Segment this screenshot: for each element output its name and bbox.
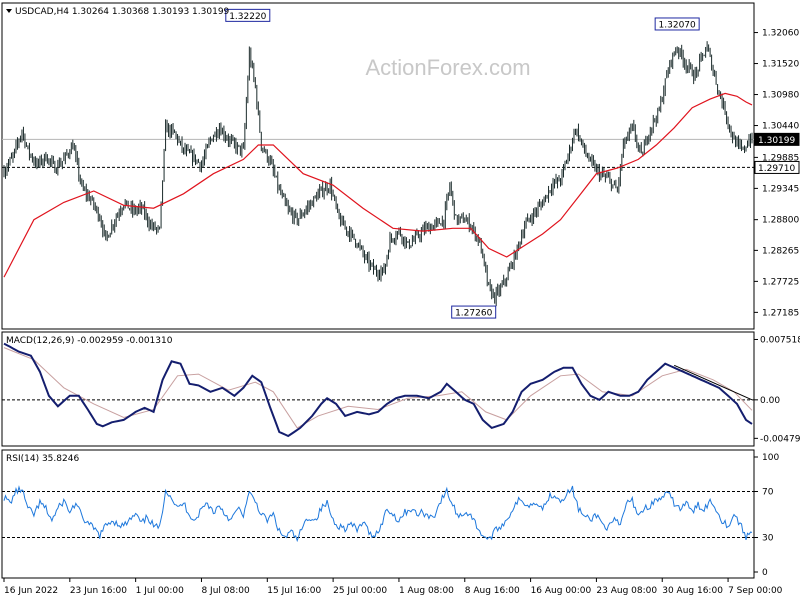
- macd-header: MACD(12,26,9) -0.002959 -0.001310: [6, 336, 173, 346]
- time-axis-label: 23 Jun 16:00: [70, 586, 127, 596]
- price-axis-label: 1.29345: [762, 184, 799, 194]
- price-label-box: [225, 8, 271, 22]
- price-axis-label: 1.30980: [762, 91, 799, 101]
- rsi-layer: [2, 485, 754, 543]
- rsi-axis-label: 30: [762, 534, 774, 544]
- price-label-text: 1.27260: [455, 309, 492, 319]
- price-tag-box: [754, 160, 800, 174]
- price-axis-label: 1.30440: [762, 122, 799, 132]
- rsi-panel-frame: [1, 449, 755, 579]
- price-label-text: 1.32070: [659, 20, 696, 30]
- time-axis-label: 8 Aug 16:00: [465, 586, 520, 596]
- price-axis-label: 1.27725: [762, 277, 799, 287]
- rsi-axis-label: 70: [762, 488, 774, 498]
- time-axis-label: 23 Aug 08:00: [596, 586, 657, 596]
- price-axis-label: 1.31520: [762, 60, 799, 70]
- macd-line: [3, 342, 753, 438]
- price-axis-label: 1.28265: [762, 246, 799, 256]
- price-layer: 1.32220 1.32070 1.27260: [2, 8, 754, 319]
- time-axis-label: 30 Aug 16:00: [662, 586, 723, 596]
- macd-axis-label: -0.004796: [760, 434, 800, 444]
- price-axis-label: 1.29885: [762, 153, 799, 163]
- price-tag-label: 1.29710: [758, 164, 795, 174]
- price-panel-frame: [1, 2, 755, 330]
- rsi-axis-label: 100: [762, 453, 779, 463]
- time-axis-label: 1 Jul 00:00: [136, 586, 185, 596]
- price-tag-box: [754, 132, 800, 146]
- macd-trendline: [674, 364, 753, 401]
- rsi-axis-label: 0: [762, 568, 768, 578]
- price-axis-label: 1.32060: [762, 29, 799, 39]
- price-label-box: [451, 305, 497, 319]
- rsi-line: [3, 485, 753, 543]
- rsi-header: RSI(14) 35.8246: [6, 454, 79, 464]
- axis-layer: 1.32060 1.31520 1.30980 1.30440 1.29885 1.293…: [3, 29, 800, 596]
- moving-average-line: [3, 92, 753, 278]
- time-axis-label: 15 Jul 16:00: [267, 586, 321, 596]
- price-label-box: [654, 17, 700, 31]
- price-axis-label: 1.28800: [762, 216, 799, 226]
- time-axis-label: 16 Jun 2022: [4, 586, 58, 596]
- time-axis-label: 25 Jul 00:00: [333, 586, 387, 596]
- time-axis-label: 7 Sep 00:00: [728, 586, 783, 596]
- macd-layer: [2, 342, 754, 438]
- price-label-text: 1.32220: [229, 12, 266, 22]
- price-header: USDCAD,H4 1.30264 1.30368 1.30193 1.3019…: [15, 7, 230, 17]
- watermark: ActionForex.com: [365, 55, 530, 80]
- macd-panel-frame: [1, 331, 755, 447]
- price-tag-label: 1.30199: [758, 136, 795, 146]
- time-axis-label: 8 Jul 08:00: [201, 586, 250, 596]
- dropdown-triangle-icon[interactable]: [6, 9, 12, 13]
- time-axis-label: 1 Aug 08:00: [399, 586, 454, 596]
- time-axis-label: 16 Aug 00:00: [531, 586, 592, 596]
- macd-axis-label: 0.007518: [760, 335, 800, 345]
- macd-axis-label: 0.00: [760, 396, 780, 406]
- price-axis-label: 1.27185: [762, 308, 799, 318]
